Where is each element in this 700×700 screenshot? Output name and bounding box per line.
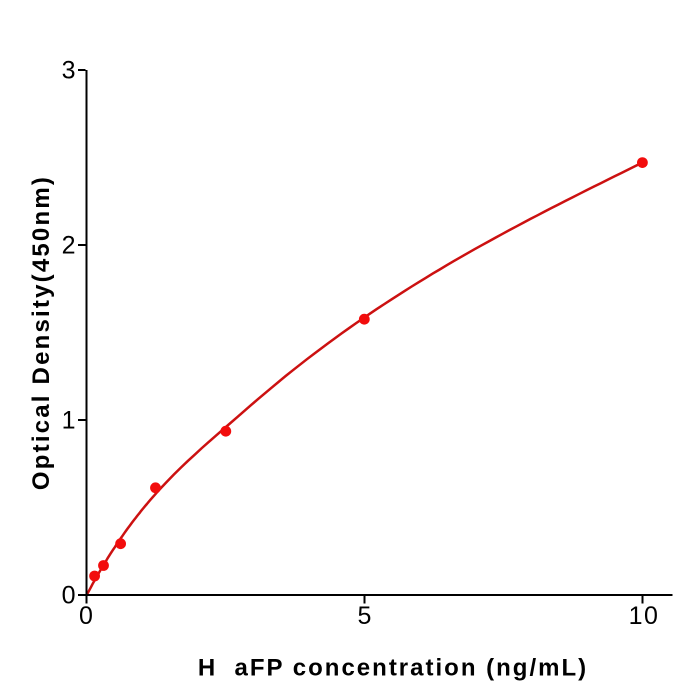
svg-text:0: 0 bbox=[62, 582, 76, 610]
svg-text:0: 0 bbox=[79, 602, 93, 630]
svg-text:2: 2 bbox=[62, 232, 76, 260]
svg-text:H aFP concentration (ng/mL): H aFP concentration (ng/mL) bbox=[198, 655, 588, 682]
svg-text:1: 1 bbox=[62, 407, 76, 435]
svg-text:Optical Density(450nm): Optical Density(450nm) bbox=[28, 175, 55, 490]
svg-text:3: 3 bbox=[62, 57, 76, 85]
svg-text:10: 10 bbox=[629, 602, 660, 630]
svg-text:5: 5 bbox=[358, 602, 372, 630]
